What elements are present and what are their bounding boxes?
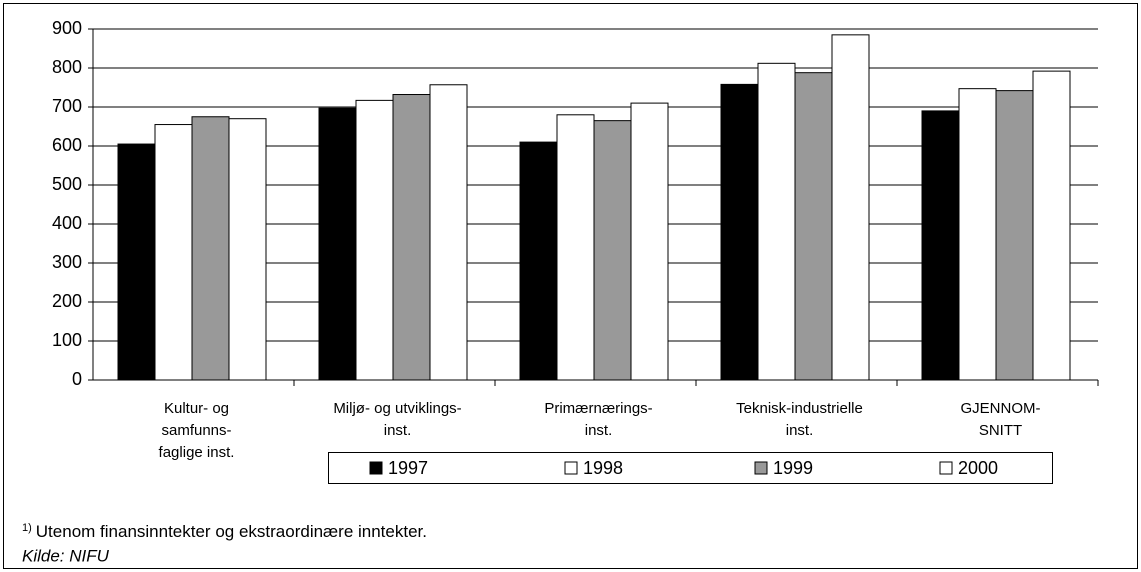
y-tick-label: 900 — [52, 18, 82, 38]
x-tick-label: GJENNOM- — [961, 400, 1041, 417]
source: Kilde: NIFU — [22, 546, 110, 565]
footnote: 1) Utenom finansinntekter og ekstraordinæ… — [22, 522, 427, 542]
y-tick-label: 400 — [52, 213, 82, 233]
bar — [191, 116, 230, 381]
bar — [318, 107, 357, 381]
bar — [630, 102, 669, 381]
bar — [429, 84, 468, 381]
x-tick-label: inst. — [585, 422, 613, 439]
bar — [831, 34, 870, 381]
x-tick-label: Miljø- og utviklings- — [333, 400, 461, 417]
y-tick-label: 700 — [52, 96, 82, 116]
y-tick-label: 0 — [72, 369, 82, 389]
bar — [995, 90, 1034, 381]
bar — [1032, 70, 1071, 381]
legend-box — [328, 452, 1053, 484]
bar — [154, 124, 193, 381]
legend-label: 1997 — [388, 458, 428, 478]
x-tick-label: Primærnærings- — [544, 400, 652, 417]
y-tick-label: 100 — [52, 330, 82, 350]
bar — [921, 110, 960, 381]
bar — [228, 118, 267, 381]
legend-swatch — [754, 461, 768, 475]
x-tick-label: Teknisk-industrielle — [736, 400, 863, 417]
bar — [794, 72, 833, 381]
bar — [958, 88, 997, 381]
y-tick-label: 500 — [52, 174, 82, 194]
y-tick-label: 300 — [52, 252, 82, 272]
legend-label: 1998 — [583, 458, 623, 478]
legend-label: 1999 — [773, 458, 813, 478]
x-tick-label: SNITT — [979, 422, 1022, 439]
x-tick-label: inst. — [786, 422, 814, 439]
legend-swatch — [564, 461, 578, 475]
bar — [720, 83, 759, 381]
x-tick-label: samfunns- — [161, 422, 231, 439]
y-tick-label: 800 — [52, 57, 82, 77]
footnote-marker: 1) — [22, 522, 32, 534]
bar — [593, 120, 632, 381]
x-tick-label: inst. — [384, 422, 412, 439]
x-tick-label: faglige inst. — [159, 444, 235, 461]
x-tick-label: Kultur- og — [164, 400, 229, 417]
bar — [117, 143, 156, 381]
y-tick-label: 200 — [52, 291, 82, 311]
bar — [355, 99, 394, 381]
bar — [392, 94, 431, 381]
y-tick-label: 600 — [52, 135, 82, 155]
legend-swatch — [939, 461, 953, 475]
bar — [519, 141, 558, 381]
footnote-text: Utenom finansinntekter og ekstraordinære… — [36, 522, 427, 541]
legend-swatch — [369, 461, 383, 475]
bar — [556, 114, 595, 381]
frame — [3, 3, 1138, 569]
legend-label: 2000 — [958, 458, 998, 478]
bar — [757, 62, 796, 381]
